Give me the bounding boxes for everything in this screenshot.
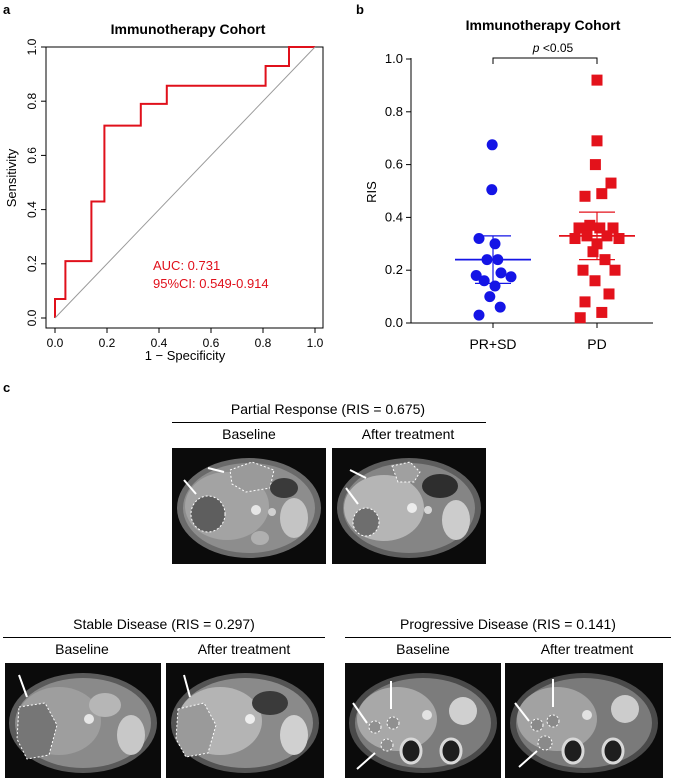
- prsd-point: [473, 309, 485, 321]
- dots-y-tick-label: 0.2: [385, 262, 403, 277]
- stable-baseline-mri-image: [5, 663, 161, 778]
- pd-point: [594, 222, 606, 234]
- ris-dot-plot: Immunotherapy Cohort RIS p <0.05 0.0 0.2 0…: [364, 17, 653, 352]
- pd-point: [613, 233, 625, 245]
- partial-response-rule: [172, 422, 486, 423]
- dots-ylabel: RIS: [364, 181, 379, 203]
- panel-letter-c: c: [3, 380, 11, 395]
- partial-baseline-label: Baseline: [222, 426, 276, 442]
- dots-y-tick-label: 0.8: [385, 104, 403, 119]
- prsd-point: [478, 275, 490, 287]
- partial-response-title: Partial Response (RIS = 0.675): [230, 401, 426, 417]
- progressive-after-mri-image: [505, 663, 663, 778]
- partial-after-label: After treatment: [361, 426, 455, 442]
- roc-y-tick-label: 1.0: [25, 38, 39, 55]
- dots-y-tick-label: 0.6: [385, 157, 403, 172]
- dots-y-tick-label: 0.4: [385, 209, 403, 224]
- progressive-disease-title: Progressive Disease (RIS = 0.141): [400, 616, 616, 632]
- progressive-after-label: After treatment: [540, 641, 634, 657]
- significance-label: p <0.05: [532, 41, 574, 55]
- roc-reference-line: [54, 46, 316, 319]
- progressive-baseline-mri-image: [345, 663, 501, 778]
- prsd-point: [473, 233, 485, 245]
- roc-auc-annotation: AUC: 0.731: [153, 258, 220, 273]
- stable-disease-title: Stable Disease (RIS = 0.297): [73, 616, 255, 632]
- roc-title: Immunotherapy Cohort: [111, 21, 266, 37]
- pd-point: [603, 288, 615, 300]
- roc-x-tick-label: 1.0: [307, 336, 324, 350]
- roc-xlabel: 1 − Specificity: [145, 348, 226, 363]
- progressive-disease-rule: [345, 637, 671, 638]
- pd-point: [589, 275, 601, 287]
- roc-ylabel: Sensitivity: [4, 148, 19, 207]
- roc-y-tick-label: 0.4: [25, 201, 39, 218]
- pd-point: [579, 296, 591, 308]
- roc-y-tick-label: 0.6: [25, 147, 39, 164]
- prsd-point: [470, 269, 482, 281]
- roc-ci-annotation: 95%CI: 0.549-0.914: [153, 276, 269, 291]
- pd-point: [591, 135, 603, 147]
- roc-y-tick-label: 0.0: [25, 309, 39, 326]
- prsd-point: [495, 267, 507, 279]
- panel-letter-b: b: [356, 2, 364, 17]
- dots-y-tick-label: 1.0: [385, 51, 403, 66]
- partial-baseline-mri-image: [172, 448, 326, 564]
- dots-x-tick-label: PD: [587, 336, 606, 352]
- roc-x-tick-label: 0.0: [47, 336, 64, 350]
- roc-curve-line: [54, 46, 315, 318]
- dots-x-tick-label: PR+SD: [469, 336, 516, 352]
- stable-after-mri-image: [166, 663, 324, 778]
- roc-x-tick-label: 0.6: [203, 336, 220, 350]
- pd-point: [584, 219, 596, 231]
- roc-x-tick-label: 0.2: [99, 336, 116, 350]
- pd-point: [609, 264, 621, 276]
- pd-point: [607, 222, 619, 234]
- stable-baseline-label: Baseline: [55, 641, 109, 657]
- significance-bracket: [492, 57, 598, 64]
- prsd-point: [489, 238, 501, 250]
- roc-y-tick-label: 0.8: [25, 93, 39, 110]
- pd-point: [569, 233, 581, 245]
- pd-point: [579, 190, 591, 202]
- roc-plot-frame: [45, 46, 324, 329]
- panel-letter-a: a: [3, 2, 11, 17]
- dots-title: Immunotherapy Cohort: [466, 17, 621, 33]
- pd-point: [605, 177, 617, 189]
- pd-point: [596, 306, 608, 318]
- pd-point: [587, 246, 599, 258]
- roc-x-tick-label: 0.4: [151, 336, 168, 350]
- partial-after-mri-image: [332, 448, 486, 564]
- pd-point: [596, 188, 608, 200]
- prsd-point: [494, 301, 506, 313]
- pd-point: [591, 74, 603, 86]
- prsd-point: [505, 271, 517, 283]
- prsd-point: [489, 280, 501, 292]
- progressive-baseline-label: Baseline: [396, 641, 450, 657]
- roc-y-tick-label: 0.2: [25, 255, 39, 272]
- roc-chart: Immunotherapy Cohort Sensitivity 1 − Spe…: [4, 21, 324, 363]
- prsd-point: [484, 291, 496, 303]
- pd-point: [577, 264, 589, 276]
- prsd-point: [486, 184, 498, 196]
- pd-point: [573, 222, 585, 234]
- stable-after-label: After treatment: [197, 641, 291, 657]
- prsd-point: [486, 139, 498, 151]
- roc-x-tick-label: 0.8: [255, 336, 272, 350]
- pd-point: [574, 312, 586, 324]
- dots-y-tick-label: 0.0: [385, 315, 403, 330]
- pd-point: [589, 159, 601, 171]
- stable-disease-rule: [3, 637, 325, 638]
